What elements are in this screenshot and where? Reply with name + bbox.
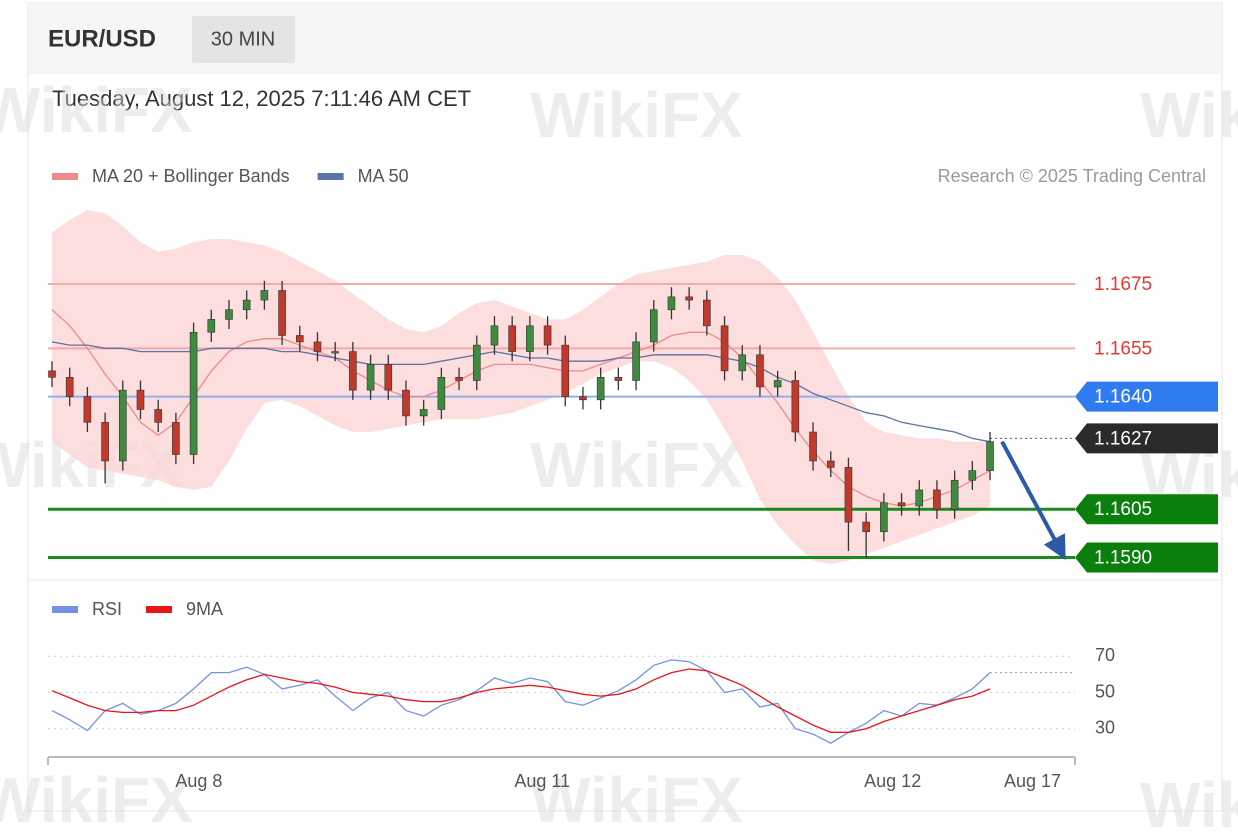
- candle-body: [596, 377, 605, 401]
- credit: Research © 2025 Trading Central: [938, 166, 1206, 186]
- candle-body: [649, 309, 658, 343]
- candle-body: [897, 502, 906, 507]
- candle-body: [437, 377, 446, 410]
- candle-body: [526, 325, 534, 352]
- x-tick-label: Aug 12: [864, 771, 921, 791]
- price-tag: [1075, 381, 1218, 412]
- candle-body: [455, 377, 463, 381]
- moving-average: [51, 309, 991, 507]
- candle-body: [118, 389, 127, 462]
- price-tag-label: 1.1627: [1094, 428, 1152, 449]
- candle-body: [207, 319, 216, 333]
- candle-body: [738, 354, 747, 372]
- candle-body: [419, 409, 428, 417]
- watermark: WikiFX: [530, 764, 743, 834]
- price-tag: [1075, 542, 1218, 573]
- level-label: 1.1655: [1094, 338, 1152, 359]
- price-tag-label: 1.1640: [1094, 387, 1152, 408]
- moving-average: [51, 341, 991, 443]
- candle-body: [154, 409, 162, 423]
- level-label: 1.1675: [1094, 274, 1152, 295]
- interval-box: [192, 16, 295, 63]
- price-tag-label: 1.1590: [1094, 547, 1152, 568]
- indicator-line: [51, 668, 991, 733]
- candle-body: [101, 422, 109, 462]
- timestamp: Tuesday, August 12, 2025 7:11:46 AM CET: [52, 86, 471, 111]
- price-tag: [1075, 494, 1218, 525]
- watermark: WikiFX: [530, 429, 743, 501]
- candle-body: [685, 296, 693, 301]
- candle-body: [366, 364, 375, 391]
- y-tick-label: 30: [1095, 717, 1115, 737]
- candle-body: [756, 354, 764, 388]
- y-tick-label: 50: [1095, 681, 1115, 701]
- candle-body: [862, 521, 870, 533]
- candle-body: [614, 377, 623, 381]
- candle-body: [579, 396, 587, 401]
- legend-swatch: [317, 173, 344, 180]
- candle-body: [720, 325, 729, 372]
- candle-body: [809, 431, 817, 462]
- y-tick-label: 70: [1095, 645, 1115, 665]
- watermark: WikiFX: [1140, 769, 1238, 834]
- price-tag-label: 1.1605: [1094, 499, 1152, 520]
- candle-body: [880, 502, 888, 533]
- candle-body: [260, 290, 269, 301]
- forecast-arrow: [1000, 440, 1066, 561]
- candle-body: [136, 389, 145, 410]
- candle-body: [225, 309, 233, 320]
- candle-body: [331, 351, 339, 354]
- candle-body: [313, 341, 322, 352]
- candle-body: [349, 351, 357, 391]
- watermark: WikiFX: [0, 764, 193, 834]
- candle-body: [384, 364, 393, 391]
- legend-label: MA 50: [358, 166, 409, 186]
- candle-body: [48, 370, 56, 378]
- bollinger-band: [52, 210, 990, 564]
- legend-swatch: [52, 173, 78, 180]
- legend-swatch: [52, 606, 78, 613]
- candle-body: [791, 380, 800, 433]
- legend-label: RSI: [92, 599, 122, 619]
- candle-body: [773, 380, 782, 388]
- candle-body: [295, 335, 304, 343]
- watermark: WikiFX: [0, 74, 193, 146]
- candle-body: [472, 344, 481, 381]
- candle-body: [189, 331, 198, 455]
- symbol: EUR/USD: [48, 25, 156, 52]
- candle-body: [933, 489, 941, 510]
- legend-label: 9MA: [186, 599, 223, 619]
- candle-body: [543, 325, 552, 346]
- candle-body: [968, 470, 977, 481]
- candle-body: [242, 299, 251, 311]
- price-tag: [1075, 423, 1218, 454]
- candle-body: [172, 422, 180, 455]
- candle-body: [950, 479, 959, 510]
- legend-swatch: [146, 606, 173, 613]
- candle-body: [278, 290, 286, 336]
- candle-body: [65, 377, 74, 397]
- legend-label: MA 20 + Bollinger Bands: [92, 166, 290, 186]
- candle-body: [632, 341, 640, 381]
- candle-body: [915, 489, 924, 507]
- candle-body: [826, 460, 835, 468]
- candle-body: [402, 389, 410, 417]
- candle-body: [703, 299, 711, 327]
- candle-body: [667, 296, 676, 311]
- x-tick-label: Aug 8: [175, 771, 222, 791]
- indicator-line: [51, 659, 991, 744]
- candle-body: [561, 344, 570, 397]
- candle-body: [508, 325, 516, 352]
- interval: 30 MIN: [211, 28, 275, 50]
- candle-body: [844, 467, 853, 523]
- candle-body: [490, 325, 499, 346]
- candle-body: [83, 396, 92, 423]
- x-tick-label: Aug 17: [1004, 771, 1061, 791]
- watermark: WikiFX: [530, 79, 743, 151]
- candle-body: [986, 441, 994, 471]
- watermark: WikiFX: [1140, 79, 1238, 151]
- x-tick-label: Aug 11: [514, 771, 570, 791]
